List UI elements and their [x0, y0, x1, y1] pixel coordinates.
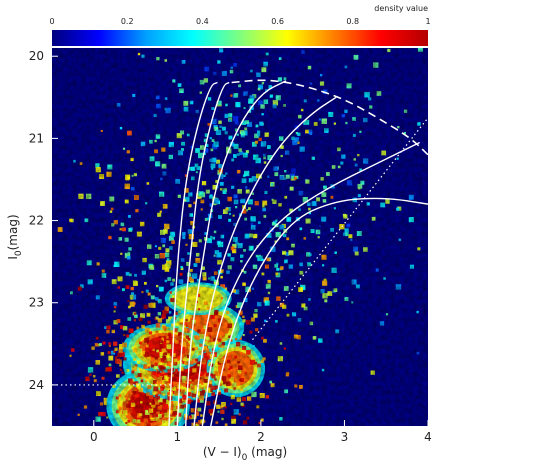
- y-axis-label-unit: (mag): [6, 214, 20, 250]
- colorbar-ticks: 0 0.2 0.4 0.6 0.8 1: [49, 17, 430, 26]
- colorbar-tick-label: 0.4: [196, 17, 209, 26]
- dashed-line: [231, 79, 428, 156]
- dashed-envelope: [231, 79, 428, 156]
- isochrone-line: [193, 96, 337, 426]
- colorbar-tick-label: 0: [49, 17, 54, 26]
- x-axis-ticks: 0 1 2 3 4: [90, 420, 432, 444]
- isochrone-line: [176, 81, 230, 426]
- colorbar-tick-label: 1: [425, 17, 430, 26]
- x-axis-label-main: (V − I): [203, 445, 242, 459]
- x-tick-label: 2: [257, 430, 265, 444]
- y-tick-label: 21: [29, 131, 44, 145]
- colorbar-gradient: [52, 30, 428, 46]
- x-tick-label: 0: [90, 430, 98, 444]
- isochrone-line: [184, 80, 287, 426]
- y-tick-label: 22: [29, 214, 44, 228]
- isochrone-line: [210, 197, 428, 426]
- isochrone-lines: [168, 80, 428, 426]
- y-axis-ticks: 20 21 22 23 24: [29, 49, 58, 392]
- colorbar-label: density value: [374, 4, 428, 13]
- x-tick-label: 1: [174, 430, 182, 444]
- y-axis-label-subscript: 0: [14, 250, 24, 256]
- x-axis-label-unit: (mag): [247, 445, 287, 459]
- isochrone-line: [201, 141, 420, 426]
- y-tick-label: 20: [29, 49, 44, 63]
- y-axis-label-main: I: [6, 256, 20, 260]
- x-tick-label: 3: [341, 430, 349, 444]
- x-tick-label: 4: [424, 430, 432, 444]
- colorbar-tick-label: 0.2: [121, 17, 134, 26]
- noise-texture: [52, 48, 428, 426]
- y-axis-label: I0(mag): [6, 214, 24, 259]
- y-tick-label: 24: [29, 378, 44, 392]
- colorbar-tick-label: 0.8: [346, 17, 359, 26]
- x-axis-label: (V − I)0 (mag): [203, 445, 287, 460]
- y-tick-label: 23: [29, 296, 44, 310]
- isochrone-line: [168, 81, 218, 426]
- colorbar: density value 0 0.2 0.4 0.6 0.8 1: [49, 4, 431, 46]
- x-axis-label-subscript: 0: [242, 453, 248, 460]
- colorbar-tick-label: 0.6: [271, 17, 284, 26]
